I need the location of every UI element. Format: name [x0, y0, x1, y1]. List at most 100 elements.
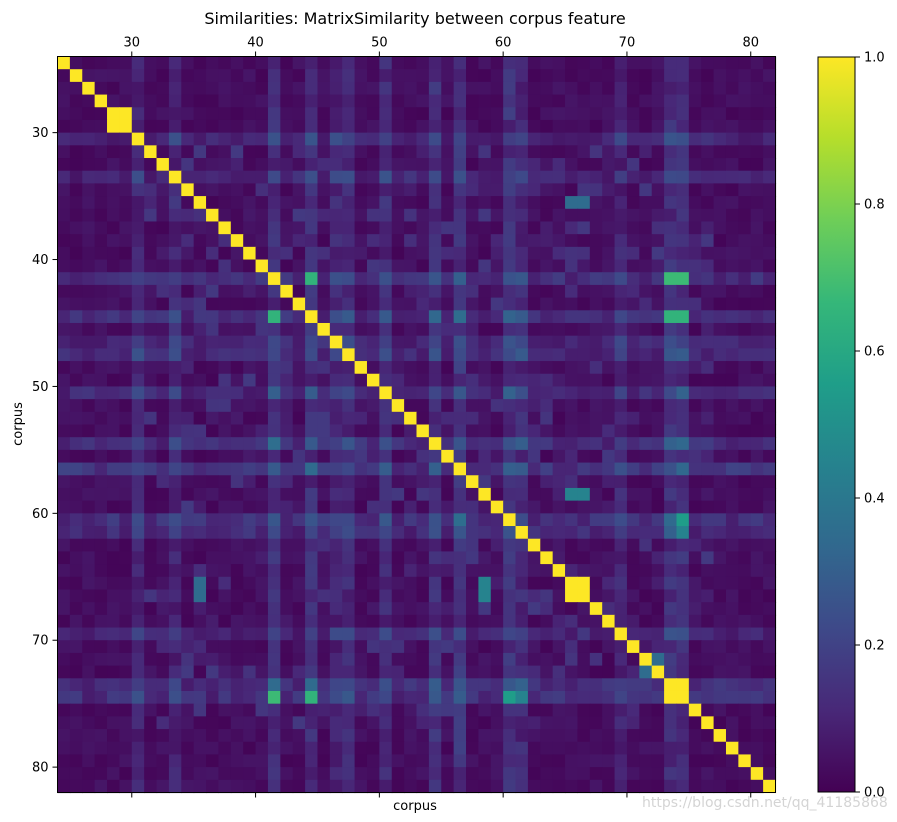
heatmap-cell: [503, 246, 517, 261]
heatmap-cell: [664, 729, 678, 743]
heatmap-cell: [404, 56, 418, 70]
heatmap-cell: [490, 170, 504, 184]
heatmap-cell: [168, 107, 182, 121]
heatmap-cell: [107, 158, 120, 172]
heatmap-cell: [639, 729, 653, 743]
heatmap-cell: [181, 399, 195, 413]
heatmap-cell: [750, 221, 764, 235]
heatmap-cell: [342, 589, 356, 603]
heatmap-cell: [305, 297, 319, 311]
heatmap-cell: [626, 564, 640, 578]
heatmap-cell: [305, 462, 319, 476]
heatmap-cell: [639, 652, 653, 667]
heatmap-cell: [527, 741, 541, 756]
heatmap-cell: [82, 500, 96, 514]
heatmap-cell: [626, 526, 640, 540]
heatmap-cell: [131, 94, 145, 108]
heatmap-cell: [107, 272, 120, 286]
heatmap-cell: [651, 716, 665, 730]
heatmap-cell: [168, 310, 182, 324]
heatmap-cell: [466, 538, 479, 552]
heatmap-cell: [428, 170, 442, 184]
heatmap-cell: [94, 449, 108, 464]
heatmap-cell: [218, 576, 232, 591]
heatmap-cell: [354, 526, 368, 540]
heatmap-cell: [107, 589, 120, 603]
heatmap-cell: [725, 208, 739, 223]
heatmap-cell: [478, 526, 492, 540]
heatmap-cell: [651, 424, 665, 438]
heatmap-cell: [503, 272, 517, 286]
heatmap-cell: [230, 94, 244, 108]
heatmap-cell: [366, 754, 380, 768]
heatmap-cell: [614, 246, 628, 261]
heatmap-cell: [230, 741, 244, 756]
heatmap-cell: [168, 640, 182, 654]
heatmap-cell: [664, 779, 678, 794]
heatmap-cell: [428, 259, 442, 273]
heatmap-cell: [589, 119, 603, 134]
heatmap-cell: [168, 754, 182, 768]
heatmap-cell: [218, 564, 232, 578]
heatmap-cell: [255, 500, 269, 514]
heatmap-cell: [515, 690, 529, 705]
heatmap-cell: [119, 119, 133, 134]
heatmap-cell: [119, 259, 133, 273]
heatmap-cell: [602, 56, 616, 70]
heatmap-cell: [688, 221, 702, 235]
heatmap-cell: [602, 69, 616, 83]
heatmap-cell: [131, 690, 145, 705]
heatmap-cell: [230, 526, 244, 540]
heatmap-cell: [626, 81, 640, 96]
heatmap-cell: [243, 310, 257, 324]
heatmap-cell: [651, 272, 665, 286]
heatmap-cell: [589, 221, 603, 235]
heatmap-cell: [292, 221, 306, 235]
heatmap-cell: [565, 310, 579, 324]
heatmap-cell: [664, 513, 678, 527]
heatmap-cell: [181, 716, 195, 730]
heatmap-cell: [206, 361, 220, 375]
heatmap-cell: [577, 526, 591, 540]
heatmap-cell: [379, 272, 393, 286]
heatmap-cell: [57, 322, 71, 337]
heatmap-cell: [577, 386, 591, 400]
heatmap-cell: [280, 729, 294, 743]
heatmap-cell: [255, 94, 269, 108]
heatmap-cell: [168, 361, 182, 375]
heatmap-cell: [626, 335, 640, 349]
heatmap-cell: [181, 665, 195, 679]
heatmap-cell: [94, 716, 108, 730]
heatmap-cell: [503, 158, 517, 172]
heatmap-cell: [144, 475, 158, 489]
heatmap-cell: [676, 614, 690, 629]
heatmap-cell: [193, 132, 207, 146]
heatmap-cell: [131, 652, 145, 667]
heatmap-cell: [589, 348, 603, 362]
heatmap-cell: [94, 703, 108, 717]
heatmap-cell: [676, 335, 690, 349]
heatmap-cell: [676, 716, 690, 730]
heatmap-cell: [230, 614, 244, 629]
heatmap-cell: [230, 183, 244, 197]
heatmap-cell: [614, 526, 628, 540]
heatmap-cell: [218, 94, 232, 108]
heatmap-cell: [602, 272, 616, 286]
heatmap-cell: [206, 272, 220, 286]
heatmap-cell: [82, 183, 96, 197]
heatmap-cell: [651, 551, 665, 565]
heatmap-cell: [94, 361, 108, 375]
heatmap-cell: [478, 487, 492, 502]
heatmap-cell: [503, 94, 517, 108]
heatmap-cell: [651, 335, 665, 349]
heatmap-cell: [416, 221, 430, 235]
heatmap-cell: [193, 741, 207, 756]
heatmap-cell: [651, 576, 665, 591]
heatmap-cell: [280, 487, 294, 502]
heatmap-cell: [218, 449, 232, 464]
heatmap-cell: [69, 310, 83, 324]
heatmap-cell: [428, 234, 442, 248]
heatmap-cell: [168, 690, 182, 705]
heatmap-cell: [664, 678, 678, 692]
